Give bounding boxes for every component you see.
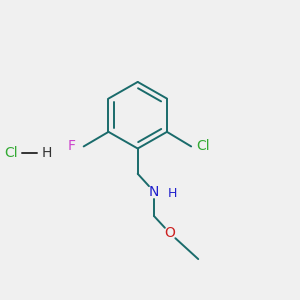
Text: Cl: Cl [196,140,210,153]
Text: H: H [168,187,178,200]
Text: O: O [164,226,175,240]
Text: Cl: Cl [4,146,18,160]
Text: H: H [41,146,52,160]
Text: N: N [149,184,159,199]
Text: F: F [68,140,76,153]
